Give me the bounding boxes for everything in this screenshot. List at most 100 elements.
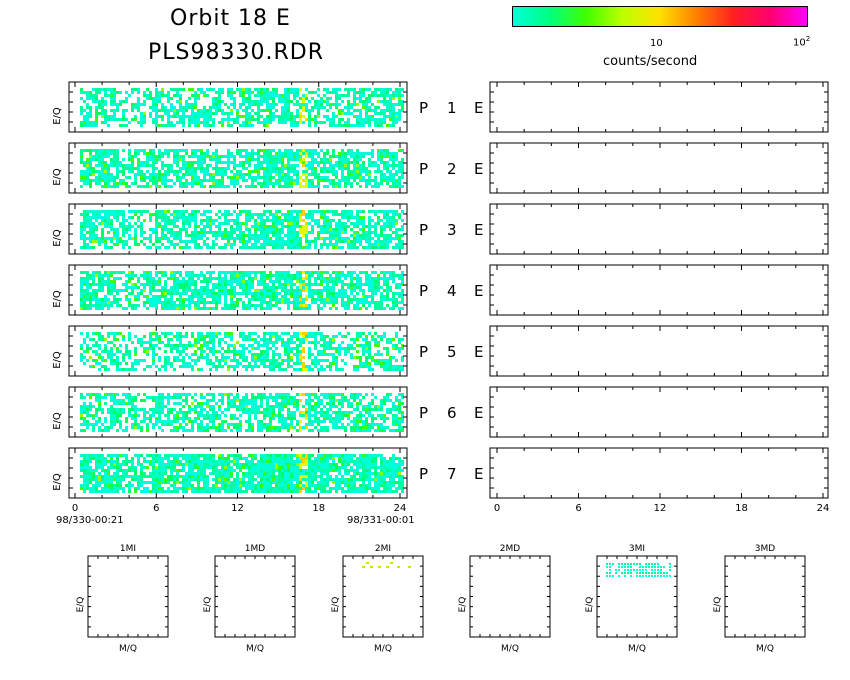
heatmap-cell	[215, 237, 218, 240]
heatmap-cell	[92, 283, 95, 286]
heatmap-cell	[254, 185, 257, 188]
heatmap-cell	[89, 277, 92, 280]
heatmap-cell	[308, 292, 311, 295]
heatmap-cell	[89, 356, 92, 359]
heatmap-cell	[320, 231, 323, 234]
heatmap-cell	[206, 341, 209, 344]
heatmap-cell	[260, 167, 263, 170]
heatmap-cell	[299, 304, 302, 307]
heatmap-cell	[194, 353, 197, 356]
heatmap-cell	[128, 158, 131, 161]
heatmap-cell	[362, 210, 365, 213]
heatmap-cell	[191, 359, 194, 362]
heatmap-cell	[95, 304, 98, 307]
heatmap-cell	[119, 124, 122, 127]
heatmap-cell	[344, 112, 347, 115]
heatmap-cell	[377, 240, 380, 243]
heatmap-cell	[191, 283, 194, 286]
heatmap-cell	[86, 124, 89, 127]
heatmap-cell	[401, 295, 404, 298]
heatmap-cell	[95, 283, 98, 286]
heatmap-cell	[83, 182, 86, 185]
heatmap-cell	[188, 225, 191, 228]
heatmap-cell	[323, 301, 326, 304]
heatmap-cell	[233, 118, 236, 121]
heatmap-cell	[251, 155, 254, 158]
heatmap-cell	[254, 88, 257, 91]
heatmap-cell	[344, 216, 347, 219]
heatmap-cell	[206, 210, 209, 213]
heatmap-cell	[296, 164, 299, 167]
heatmap-cell	[176, 88, 179, 91]
heatmap-cell	[389, 173, 392, 176]
heatmap-cell	[98, 173, 101, 176]
heatmap-cell	[95, 106, 98, 109]
heatmap-cell	[233, 158, 236, 161]
heatmap-cell	[146, 155, 149, 158]
heatmap-cell	[107, 335, 110, 338]
heatmap-cell	[152, 182, 155, 185]
heatmap-cell	[287, 307, 290, 310]
heatmap-cell	[257, 298, 260, 301]
heatmap-cell	[146, 283, 149, 286]
heatmap-cell	[290, 182, 293, 185]
heatmap-cell	[305, 237, 308, 240]
heatmap-cell	[272, 240, 275, 243]
heatmap-cell	[203, 341, 206, 344]
heatmap-cell	[275, 158, 278, 161]
heatmap-cell	[296, 292, 299, 295]
heatmap-cell	[158, 240, 161, 243]
heatmap-cell	[170, 103, 173, 106]
heatmap-cell	[392, 91, 395, 94]
heatmap-cell	[383, 362, 386, 365]
heatmap-cell	[335, 225, 338, 228]
heatmap-cell	[146, 295, 149, 298]
heatmap-cell	[251, 295, 254, 298]
heatmap-cell	[314, 246, 317, 249]
heatmap-cell	[212, 332, 215, 335]
heatmap-cell	[395, 365, 398, 368]
heatmap-cell	[158, 91, 161, 94]
heatmap-cell	[245, 158, 248, 161]
heatmap-cell	[86, 179, 89, 182]
heatmap-cell	[179, 179, 182, 182]
heatmap-cell	[155, 231, 158, 234]
heatmap-cell	[386, 289, 389, 292]
heatmap-cell	[95, 237, 98, 240]
heatmap-cell	[152, 280, 155, 283]
heatmap-cell	[263, 176, 266, 179]
heatmap-cell	[89, 161, 92, 164]
heatmap-cell	[179, 292, 182, 295]
heatmap-cell	[329, 280, 332, 283]
heatmap-cell	[227, 118, 230, 121]
heatmap-cell	[329, 219, 332, 222]
heatmap-cell	[395, 228, 398, 231]
heatmap-cell	[92, 350, 95, 353]
heatmap-cell	[239, 350, 242, 353]
heatmap-cell	[353, 152, 356, 155]
heatmap-cell	[362, 295, 365, 298]
heatmap-cell	[269, 167, 272, 170]
heatmap-cell	[122, 213, 125, 216]
heatmap-cell	[362, 231, 365, 234]
heatmap-cell	[374, 234, 377, 237]
heatmap-cell	[371, 271, 374, 274]
heatmap-cell	[227, 106, 230, 109]
heatmap-cell	[212, 286, 215, 289]
heatmap-cell	[203, 307, 206, 310]
heatmap-cell	[365, 359, 368, 362]
heatmap-cell	[188, 115, 191, 118]
heatmap-cell	[350, 243, 353, 246]
heatmap-cell	[350, 106, 353, 109]
heatmap-cell	[251, 234, 254, 237]
heatmap-cell	[182, 106, 185, 109]
heatmap-cell	[263, 179, 266, 182]
heatmap-cell	[329, 179, 332, 182]
heatmap-cell	[299, 237, 302, 240]
heatmap-cell	[398, 115, 401, 118]
heatmap-cell	[365, 356, 368, 359]
heatmap-cell	[242, 347, 245, 350]
heatmap-cell	[398, 182, 401, 185]
heatmap-cell	[386, 338, 389, 341]
heatmap-cell	[311, 271, 314, 274]
